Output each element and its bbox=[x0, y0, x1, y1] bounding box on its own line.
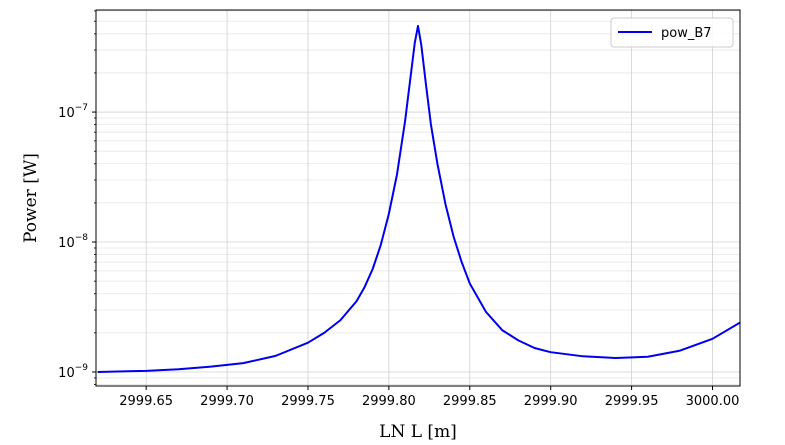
major-gridlines bbox=[96, 10, 740, 386]
x-tick-label: 2999.70 bbox=[200, 394, 254, 409]
x-tick-label: 2999.75 bbox=[281, 394, 335, 409]
minor-gridlines bbox=[96, 10, 740, 385]
x-axis-label: LN L [m] bbox=[379, 422, 457, 442]
x-tick-label: 2999.95 bbox=[605, 394, 659, 409]
x-tick-label: 3000.00 bbox=[686, 394, 740, 409]
legend: pow_B7 bbox=[610, 17, 734, 48]
plot-frame bbox=[95, 9, 741, 387]
y-axis-label: Power [W] bbox=[21, 153, 41, 243]
y-tick-label: 10−9 bbox=[58, 363, 88, 381]
x-tick-label: 2999.80 bbox=[362, 394, 416, 409]
series-layer bbox=[97, 24, 740, 373]
x-tick-label: 2999.65 bbox=[119, 394, 173, 409]
y-axis: 10−9 10−8 10−7 bbox=[58, 10, 96, 385]
y-tick-label: 10−8 bbox=[58, 233, 88, 251]
y-tick-label: 10−7 bbox=[58, 103, 88, 121]
legend-label-pow-b7: pow_B7 bbox=[661, 26, 712, 41]
x-axis: 2999.65 2999.70 2999.75 2999.80 2999.85 2999.… bbox=[119, 386, 739, 409]
series-line-pow-b7 bbox=[97, 24, 740, 373]
x-tick-label: 2999.85 bbox=[443, 394, 497, 409]
legend-box bbox=[610, 17, 734, 48]
x-tick-label: 2999.90 bbox=[524, 394, 578, 409]
